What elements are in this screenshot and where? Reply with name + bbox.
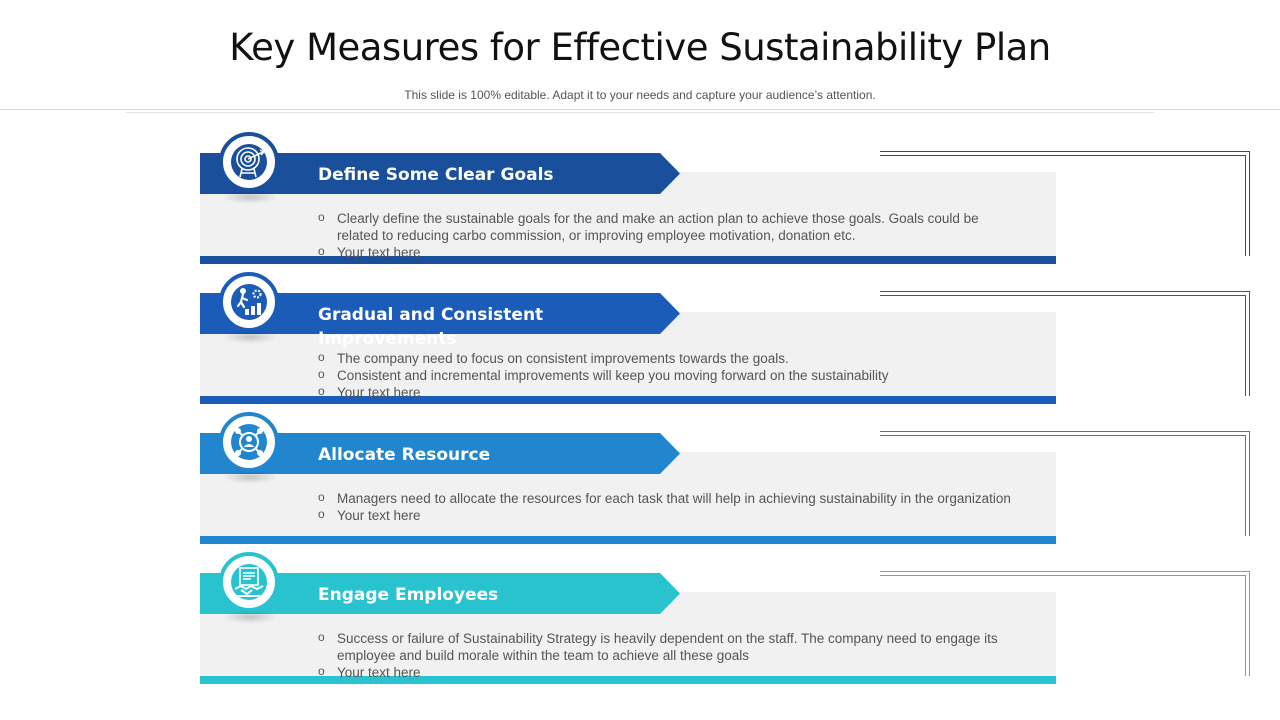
bullet-item: Your text here [318,506,1018,524]
card-header-banner [200,293,680,334]
card-heading: Gradual and Consistent Improvements [318,305,544,349]
card-frame-line [880,431,1250,536]
card-heading: Allocate Resource [318,445,491,465]
card-frame-line [880,155,1246,256]
card-frame-line [880,571,1250,676]
card-bullet-list: The company need to focus on consistent … [318,349,1018,401]
handshake-contract-icon [219,552,279,612]
bullet-item: Clearly define the sustainable goals for… [318,209,1018,244]
slide-title: Key Measures for Effective Sustainabilit… [229,26,1051,69]
bullet-item: Success or failure of Sustainability Str… [318,629,1018,664]
card-frame-line [880,575,1246,676]
card-bullet-list: Clearly define the sustainable goals for… [318,209,1018,261]
card-header-banner [200,573,680,614]
icon-shadow [222,330,278,344]
header-divider-inner [126,112,1154,113]
measure-card-goals: Define Some Clear Goals Clearly define t… [200,132,1250,264]
target-goal-icon [219,132,279,192]
card-frame-line [880,295,1246,396]
card-frame-line [880,291,1250,396]
bullet-item: Your text here [318,243,1018,261]
measure-card-employees: Engage Employees Success or failure of S… [200,552,1250,684]
card-frame-line [880,151,1250,256]
growth-steps-icon [219,272,279,332]
icon-shadow [222,470,278,484]
card-heading: Engage Employees [318,585,499,605]
measure-card-resource: Allocate Resource Managers need to alloc… [200,412,1250,544]
card-heading: Define Some Clear Goals [318,165,554,185]
icon-shadow [222,610,278,624]
bullet-item: The company need to focus on consistent … [318,349,1018,367]
card-bottom-bar [200,536,1056,544]
bullet-item: Your text here [318,383,1018,401]
resource-network-icon [219,412,279,472]
measure-card-improvements: Gradual and Consistent Improvements The … [200,272,1250,404]
bullet-item: Consistent and incremental improvements … [318,366,1018,384]
card-header-banner [200,153,680,194]
bullet-item: Managers need to allocate the resources … [318,489,1018,507]
header-divider [0,109,1280,110]
card-frame-line [880,435,1246,536]
card-bullet-list: Success or failure of Sustainability Str… [318,629,1018,681]
icon-shadow [222,190,278,204]
slide-subtitle: This slide is 100% editable. Adapt it to… [404,88,876,102]
card-bullet-list: Managers need to allocate the resources … [318,489,1018,524]
bullet-item: Your text here [318,663,1018,681]
card-header-banner [200,433,680,474]
